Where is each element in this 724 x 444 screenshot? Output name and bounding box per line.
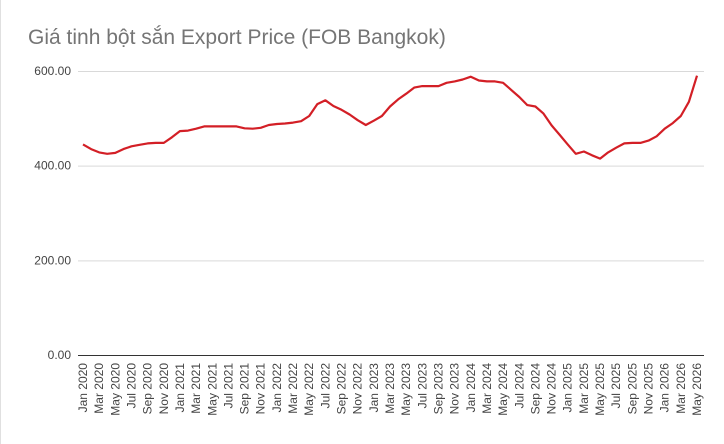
y-tick-label: 600.00 <box>34 64 71 78</box>
y-tick-label: 400.00 <box>34 159 71 173</box>
x-tick-label: May 2026 <box>690 363 704 416</box>
x-tick-label: Jul 2020 <box>124 363 138 409</box>
x-tick-label: Mar 2020 <box>92 363 106 414</box>
x-tick-label: May 2021 <box>205 363 219 416</box>
x-tick-label: Jul 2021 <box>221 363 235 409</box>
y-tick-label: 0.00 <box>48 348 72 362</box>
x-tick-label: May 2024 <box>496 363 510 416</box>
chart-title: Giá tinh bột sắn Export Price (FOB Bangk… <box>28 26 446 49</box>
x-tick-label: Nov 2022 <box>351 363 365 415</box>
x-tick-label: Sep 2022 <box>335 363 349 415</box>
x-tick-label: Sep 2021 <box>238 363 252 415</box>
x-tick-label: Jan 2024 <box>464 363 478 413</box>
x-tick-label: Jan 2026 <box>658 363 672 413</box>
x-tick-label: Sep 2023 <box>431 363 445 415</box>
x-tick-label: Mar 2025 <box>577 363 591 414</box>
x-tick-label: Mar 2022 <box>286 363 300 414</box>
x-tick-label: Mar 2023 <box>383 363 397 414</box>
x-tick-label: Sep 2020 <box>141 363 155 415</box>
x-tick-label: Jan 2021 <box>173 363 187 413</box>
x-tick-label: Mar 2026 <box>674 363 688 414</box>
x-tick-label: Jul 2025 <box>609 363 623 409</box>
x-tick-label: Jan 2020 <box>76 363 90 413</box>
x-tick-label: Jul 2024 <box>512 363 526 409</box>
x-tick-label: Jan 2025 <box>561 363 575 413</box>
x-tick-label: May 2022 <box>302 363 316 416</box>
x-tick-label: Nov 2025 <box>642 363 656 415</box>
x-tick-label: Nov 2023 <box>448 363 462 415</box>
x-tick-label: Jul 2023 <box>415 363 429 409</box>
x-tick-label: Mar 2024 <box>480 363 494 414</box>
y-tick-label: 200.00 <box>34 253 71 267</box>
x-tick-label: May 2023 <box>399 363 413 416</box>
x-tick-label: Jan 2022 <box>270 363 284 413</box>
x-tick-label: Jul 2022 <box>318 363 332 409</box>
x-tick-label: Nov 2020 <box>157 363 171 415</box>
x-tick-label: Mar 2021 <box>189 363 203 414</box>
series-line <box>82 75 699 160</box>
x-tick-label: Sep 2025 <box>625 363 639 415</box>
x-tick-label: Nov 2021 <box>254 363 268 415</box>
x-tick-label: May 2025 <box>593 363 607 416</box>
x-tick-label: Nov 2024 <box>545 363 559 415</box>
x-tick-label: Sep 2024 <box>528 363 542 415</box>
x-tick-label: May 2020 <box>108 363 122 416</box>
x-tick-label: Jan 2023 <box>367 363 381 413</box>
